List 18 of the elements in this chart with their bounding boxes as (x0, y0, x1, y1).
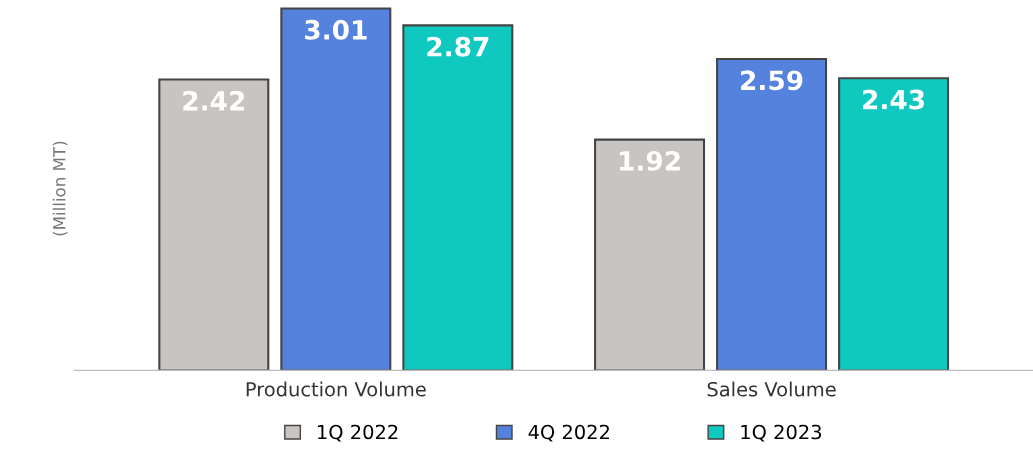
bar (716, 58, 828, 371)
legend-label: 1Q 2023 (741, 424, 822, 442)
legend-label: 4Q 2022 (528, 424, 609, 442)
x-tick-label: Production Volume (246, 381, 426, 397)
y-axis-title: (Million MT) (52, 141, 68, 236)
legend-label: 1Q 2022 (318, 424, 398, 442)
data-label: 2.43 (863, 89, 925, 110)
bar (280, 7, 392, 371)
bar (594, 138, 706, 371)
bar (158, 78, 270, 371)
bar (838, 77, 950, 371)
data-label: 2.42 (183, 90, 245, 111)
x-tick-label: Sales Volume (707, 381, 836, 397)
data-label: 2.87 (427, 36, 489, 57)
bar (402, 24, 514, 371)
data-label: 3.01 (305, 19, 367, 40)
data-label: 1.92 (619, 150, 680, 171)
data-label: 2.59 (741, 70, 803, 91)
